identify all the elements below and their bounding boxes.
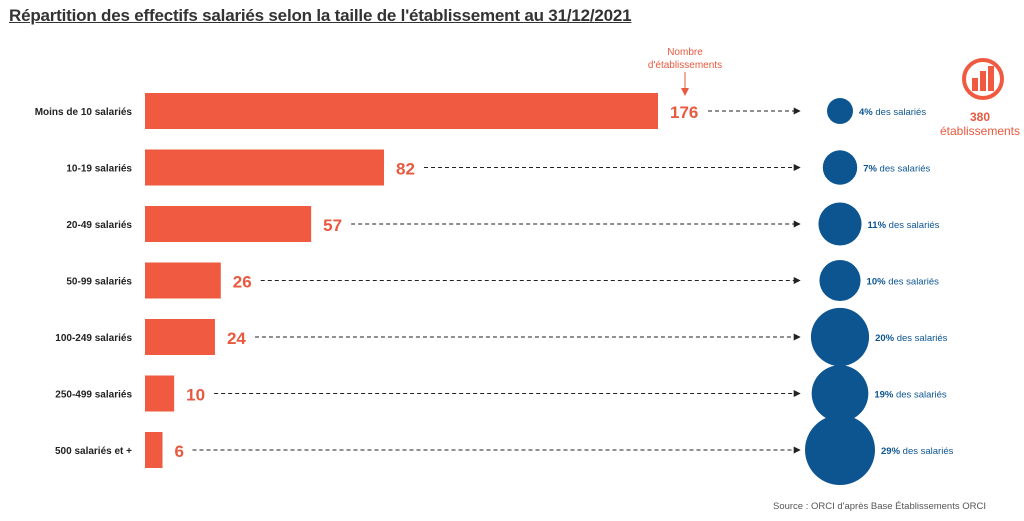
category-label: 250-499 salariés bbox=[55, 390, 132, 401]
bubble bbox=[818, 202, 862, 246]
bar bbox=[145, 149, 385, 186]
value-label: 57 bbox=[323, 216, 342, 235]
value-label: 10 bbox=[186, 386, 205, 405]
chart-rows: Moins de 10 salariés 176 4% des salariés 10… bbox=[35, 93, 954, 485]
bar bbox=[145, 206, 312, 242]
bubble bbox=[822, 150, 858, 185]
bubble bbox=[819, 259, 861, 302]
bubble bbox=[827, 98, 853, 124]
bubble-label: 10% des salariés bbox=[867, 277, 940, 288]
category-label: 500 salariés et + bbox=[55, 446, 132, 457]
annotation-arrow-head bbox=[681, 88, 689, 96]
bubble-label: 4% des salariés bbox=[859, 107, 926, 118]
value-label: 176 bbox=[670, 103, 698, 122]
total-label: établissements bbox=[939, 124, 1021, 138]
bubble bbox=[810, 307, 870, 367]
bubble-label: 20% des salariés bbox=[875, 333, 948, 344]
bubble-label: 29% des salariés bbox=[881, 446, 954, 457]
orci-logo-icon bbox=[962, 58, 1004, 100]
category-label: 20-49 salariés bbox=[66, 220, 132, 231]
bubble-label: 11% des salariés bbox=[868, 220, 940, 231]
category-label: Moins de 10 salariés bbox=[35, 107, 133, 118]
total-box: 380 établissements bbox=[935, 110, 1024, 138]
bubble bbox=[805, 415, 875, 485]
value-label: 24 bbox=[227, 329, 246, 348]
value-label: 82 bbox=[396, 160, 415, 179]
annotation-line-1: Nombre bbox=[667, 47, 703, 58]
value-label: 26 bbox=[233, 273, 252, 292]
bar bbox=[145, 432, 163, 468]
bar bbox=[145, 93, 658, 129]
total-value: 380 bbox=[969, 110, 991, 124]
annotation-nombre-etablissements: Nombre d'établissements bbox=[648, 47, 722, 96]
bar bbox=[145, 319, 215, 355]
bar bbox=[145, 262, 221, 299]
chart-title: Répartition des effectifs salariés selon… bbox=[9, 6, 632, 25]
value-label: 6 bbox=[174, 442, 183, 461]
bubble-label: 7% des salariés bbox=[863, 164, 930, 175]
category-label: 50-99 salariés bbox=[66, 277, 132, 288]
source-note: Source : ORCI d'après Base Établissement… bbox=[772, 501, 986, 512]
bar bbox=[145, 375, 175, 412]
category-label: 10-19 salariés bbox=[66, 164, 132, 175]
bubble bbox=[811, 365, 869, 422]
category-label: 100-249 salariés bbox=[55, 333, 132, 344]
annotation-line-2: d'établissements bbox=[648, 60, 722, 71]
bubble-label: 19% des salariés bbox=[874, 390, 947, 401]
